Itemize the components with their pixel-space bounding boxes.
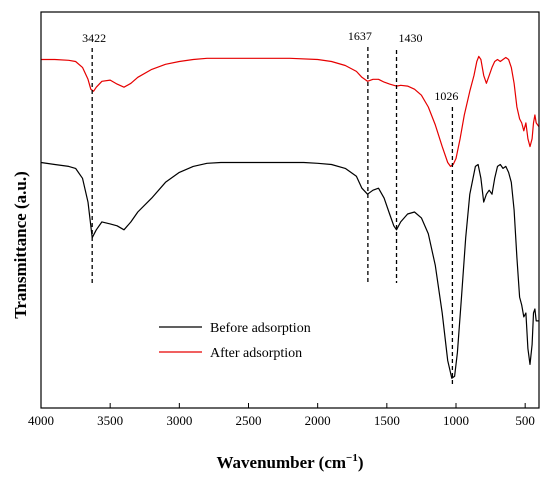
- x-tick-label-4000: 4000: [28, 413, 54, 428]
- x-tick-label-1000: 1000: [443, 413, 469, 428]
- legend-label-after: After adsorption: [210, 346, 302, 361]
- x-tick-label-2000: 2000: [305, 413, 331, 428]
- x-axis-title-close: ): [358, 453, 364, 472]
- series-line-before-adsorption: [40, 161, 539, 379]
- legend-label-before: Before adsorption: [210, 321, 311, 336]
- peak-label-1430: 1430: [399, 31, 423, 45]
- x-tick-label-3500: 3500: [97, 413, 123, 428]
- y-axis-title: Transmittance (a.u.): [11, 171, 30, 318]
- peak-label-1637: 1637: [348, 29, 372, 43]
- legend: Before adsorption After adsorption: [159, 321, 311, 361]
- x-tick-label-3000: 3000: [166, 413, 192, 428]
- x-tick-labels: 4000 3500 3000 2500 2000 1500 1000 500: [28, 403, 535, 428]
- axes: [40, 11, 540, 409]
- peak-annotations: 3422 1637 1430 1026: [82, 29, 458, 385]
- plot-frame: [40, 11, 540, 409]
- x-tick-label-500: 500: [515, 413, 535, 428]
- series-line-after-adsorption: [41, 55, 540, 167]
- peak-label-3422: 3422: [82, 31, 106, 45]
- x-axis-title: Wavenumber (cm−1): [217, 452, 364, 472]
- plot-area: [40, 55, 540, 379]
- x-tick-label-1500: 1500: [374, 413, 400, 428]
- peak-label-1026: 1026: [434, 89, 458, 103]
- x-tick-label-2500: 2500: [236, 413, 262, 428]
- x-axis-title-main: Wavenumber (cm: [217, 453, 347, 472]
- x-axis-title-superscript: −1: [346, 452, 358, 464]
